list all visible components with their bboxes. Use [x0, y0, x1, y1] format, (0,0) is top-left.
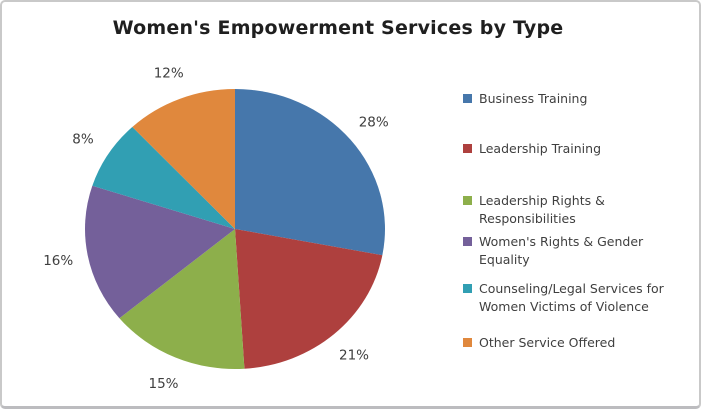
pie-slice-6	[132, 89, 235, 229]
legend-label: Leadership Training	[479, 141, 601, 156]
pie-slice-4	[84, 185, 236, 319]
pie-data-label: 15%	[148, 376, 178, 392]
legend-item-5: Counseling/Legal Services for Women Vict…	[463, 280, 688, 316]
legend-item-3: Leadership Rights & Responsibilities	[463, 192, 688, 228]
chart-title: Women's Empowerment Services by Type	[112, 17, 564, 39]
pie-slice-5	[92, 126, 235, 229]
pie-data-label: 8%	[72, 132, 94, 148]
legend-item-4: Women's Rights & Gender Equality	[463, 233, 688, 269]
legend-swatch	[463, 284, 472, 293]
legend-item-1: Business Training	[463, 90, 688, 108]
legend-label: Leadership Rights & Responsibilities	[479, 193, 605, 226]
legend-swatch	[463, 144, 472, 153]
legend-swatch	[463, 237, 472, 246]
pie-data-label: 12%	[154, 66, 184, 82]
pie-slice-1	[235, 89, 385, 256]
legend-item-6: Other Service Offered	[463, 334, 688, 352]
legend-swatch	[463, 94, 472, 103]
legend-swatch	[463, 196, 472, 205]
pie-data-label: 16%	[43, 253, 73, 269]
pie-slice-2	[235, 229, 383, 369]
legend-item-2: Leadership Training	[463, 140, 688, 158]
legend-label: Counseling/Legal Services for Women Vict…	[479, 281, 664, 314]
legend-label: Women's Rights & Gender Equality	[479, 234, 644, 267]
pie-slice-3	[119, 229, 245, 369]
legend-label: Other Service Offered	[479, 335, 616, 350]
legend-label: Business Training	[479, 91, 588, 106]
pie-data-label: 28%	[359, 115, 389, 131]
legend-swatch	[463, 338, 472, 347]
pie-data-label: 21%	[339, 348, 369, 364]
